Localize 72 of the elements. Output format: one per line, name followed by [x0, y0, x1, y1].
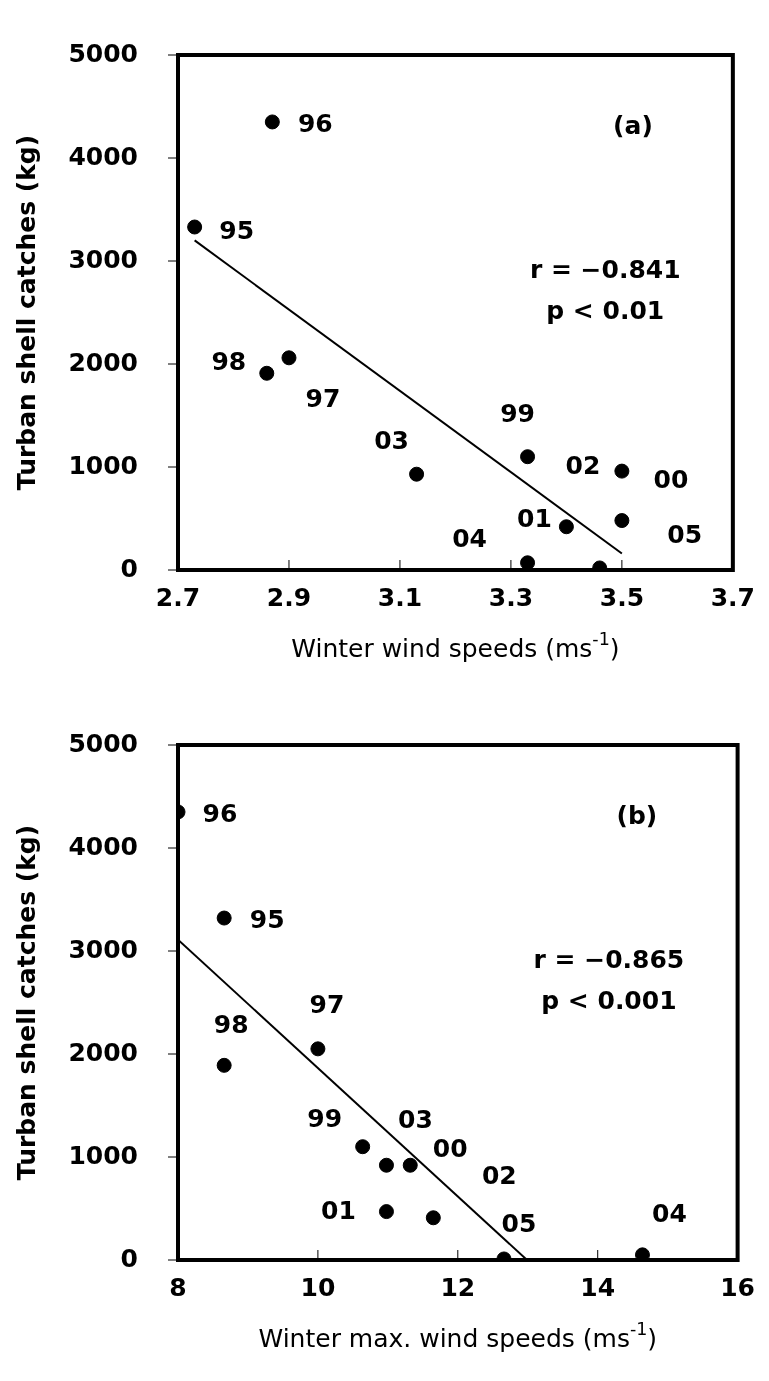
annotation: p < 0.001 [541, 986, 677, 1015]
y-axis-title: Turban shell catches (kg) [11, 134, 41, 491]
annotation: 00 [432, 1133, 468, 1163]
annotation: 03 [398, 1104, 433, 1134]
point [425, 1210, 441, 1226]
y-tick-label: 4000 [68, 831, 138, 861]
annotation: 01 [517, 504, 552, 534]
annotation: 02 [565, 450, 601, 480]
point [281, 350, 297, 366]
y-tick-label: 0 [120, 553, 138, 583]
point [187, 219, 203, 235]
point [520, 555, 536, 570]
y-axis-title: Turban shell catches (kg) [11, 824, 41, 1181]
x-tick-label: 10 [300, 1272, 336, 1302]
annotation: 97 [309, 990, 345, 1020]
annotation: 99 [307, 1104, 343, 1134]
annotation: 05 [501, 1209, 537, 1239]
point [355, 1139, 371, 1155]
annotation: 00 [653, 465, 689, 495]
annotation: 04 [652, 1199, 687, 1229]
point [264, 114, 280, 130]
annotation: 96 [297, 109, 333, 139]
annotation: 02 [481, 1161, 517, 1191]
x-tick-label: 2.7 [155, 582, 201, 612]
point [216, 1057, 232, 1073]
annotation: 97 [305, 384, 341, 414]
x-tick-label: 16 [720, 1272, 755, 1302]
point [378, 1204, 394, 1220]
point [402, 1157, 418, 1173]
y-tick-label: 3000 [68, 934, 138, 964]
point [409, 466, 425, 482]
x-tick-label: 3.7 [710, 582, 755, 612]
point [216, 910, 232, 926]
annotation: 95 [249, 904, 285, 934]
y-tick-label: 4000 [68, 141, 138, 171]
x-tick-label: 2.9 [266, 582, 312, 612]
annotation: 98 [213, 1009, 249, 1039]
point [614, 463, 630, 479]
point [558, 519, 574, 535]
annotation: r = −0.841 [529, 254, 681, 284]
y-tick-label: 5000 [68, 728, 138, 758]
y-tick-label: 5000 [68, 38, 138, 68]
x-tick-label: 12 [440, 1272, 476, 1302]
y-tick-label: 1000 [68, 1140, 138, 1170]
y-tick-label: 2000 [68, 1037, 138, 1067]
point [378, 1157, 394, 1173]
x-tick-label: 3.5 [599, 582, 645, 612]
point [259, 365, 275, 381]
x-tick-label: 14 [580, 1272, 616, 1302]
point [520, 449, 536, 465]
y-tick-label: 2000 [68, 347, 138, 377]
x-tick-label: 3.1 [377, 582, 423, 612]
point [634, 1247, 650, 1260]
point [310, 1041, 326, 1057]
annotation: p < 0.01 [546, 296, 665, 325]
y-tick-label: 3000 [68, 244, 138, 274]
y-tick-label: 0 [120, 1243, 138, 1273]
annotation: 95 [219, 215, 255, 245]
x-tick-label: 3.3 [488, 582, 534, 612]
annotation: 98 [211, 346, 247, 376]
y-tick-label: 1000 [68, 450, 138, 480]
annotation: r = −0.865 [533, 944, 685, 974]
annotation: 01 [321, 1196, 356, 1226]
annotation: 04 [452, 524, 487, 554]
point [614, 513, 630, 529]
x-tick-label: 8 [169, 1272, 187, 1302]
annotation: (b) [616, 800, 658, 830]
annotation: 96 [202, 799, 238, 829]
annotation: 05 [667, 520, 703, 550]
annotation: (a) [613, 110, 653, 140]
annotation: 03 [374, 425, 409, 455]
annotation: 99 [500, 399, 535, 429]
